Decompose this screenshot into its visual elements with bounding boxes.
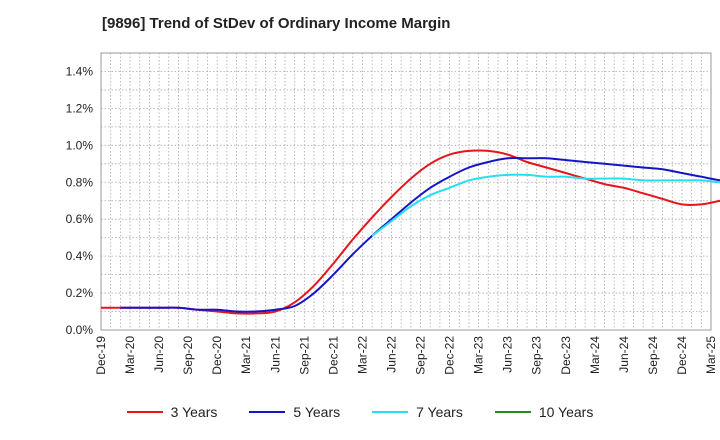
y-tick-label: 0.6% [66,212,94,226]
series-line-7-years [371,173,720,237]
x-tick-label: Sep-20 [181,336,195,375]
legend-item-3-years: 3 Years [126,404,218,420]
legend: 3 Years 5 Years 7 Years 10 Years [0,404,720,420]
legend-item-7-years: 7 Years [372,404,463,420]
chart-title: [9896] Trend of StDev of Ordinary Income… [102,15,451,32]
x-tick-label: Sep-21 [297,336,311,375]
plot-area [100,52,712,331]
legend-label-7-years: 7 Years [416,404,463,420]
y-tick-label: 0.0% [66,323,94,337]
legend-swatch-5-years [249,411,286,413]
y-axis: 0.0% 0.2% 0.4% 0.6% 0.8% 1.0% 1.2% 1.4% [66,64,94,337]
x-tick-label: Sep-22 [414,336,428,375]
x-tick-label: Jun-21 [268,336,282,373]
y-tick-label: 1.4% [66,64,94,78]
x-tick-label: Jun-22 [384,336,398,373]
y-tick-label: 1.2% [66,101,94,115]
grid-lines [101,53,711,330]
x-tick-label: Mar-20 [123,336,137,374]
y-tick-label: 0.2% [66,286,94,300]
x-tick-label: Sep-24 [646,336,660,375]
legend-swatch-3-years [126,411,163,413]
x-tick-label: Mar-24 [588,336,602,374]
x-tick-label: Dec-23 [559,336,573,375]
legend-label-3-years: 3 Years [170,404,218,420]
series-line-5-years [120,156,720,313]
x-tick-label: Dec-22 [443,336,457,375]
x-tick-label: Jun-20 [152,336,166,373]
legend-label-5-years: 5 Years [293,404,341,420]
x-tick-label: Dec-19 [94,336,108,375]
x-axis: Dec-19 Mar-20 Jun-20 Sep-20 Dec-20 Mar-21 Jun-… [94,336,718,375]
y-tick-label: 1.0% [66,138,94,152]
legend-item-5-years: 5 Years [249,404,340,420]
legend-swatch-7-years [372,411,409,413]
x-tick-label: Mar-21 [239,336,253,374]
x-tick-label: Mar-25 [704,336,718,374]
x-tick-label: Dec-21 [326,336,340,375]
legend-swatch-10-years [494,411,531,413]
x-tick-label: Sep-23 [530,336,544,375]
y-tick-label: 0.4% [66,249,94,263]
x-tick-label: Dec-20 [210,336,224,375]
series-lines [100,149,720,315]
x-tick-label: Dec-24 [675,336,689,375]
x-tick-label: Mar-22 [355,336,369,374]
x-tick-label: Mar-23 [472,336,486,374]
x-tick-label: Jun-24 [617,336,631,373]
legend-label-10-years: 10 Years [538,404,594,420]
legend-item-10-years: 10 Years [494,404,594,420]
series-line-3-years [100,149,720,315]
x-tick-label: Jun-23 [501,336,515,373]
y-tick-label: 0.8% [66,175,94,189]
